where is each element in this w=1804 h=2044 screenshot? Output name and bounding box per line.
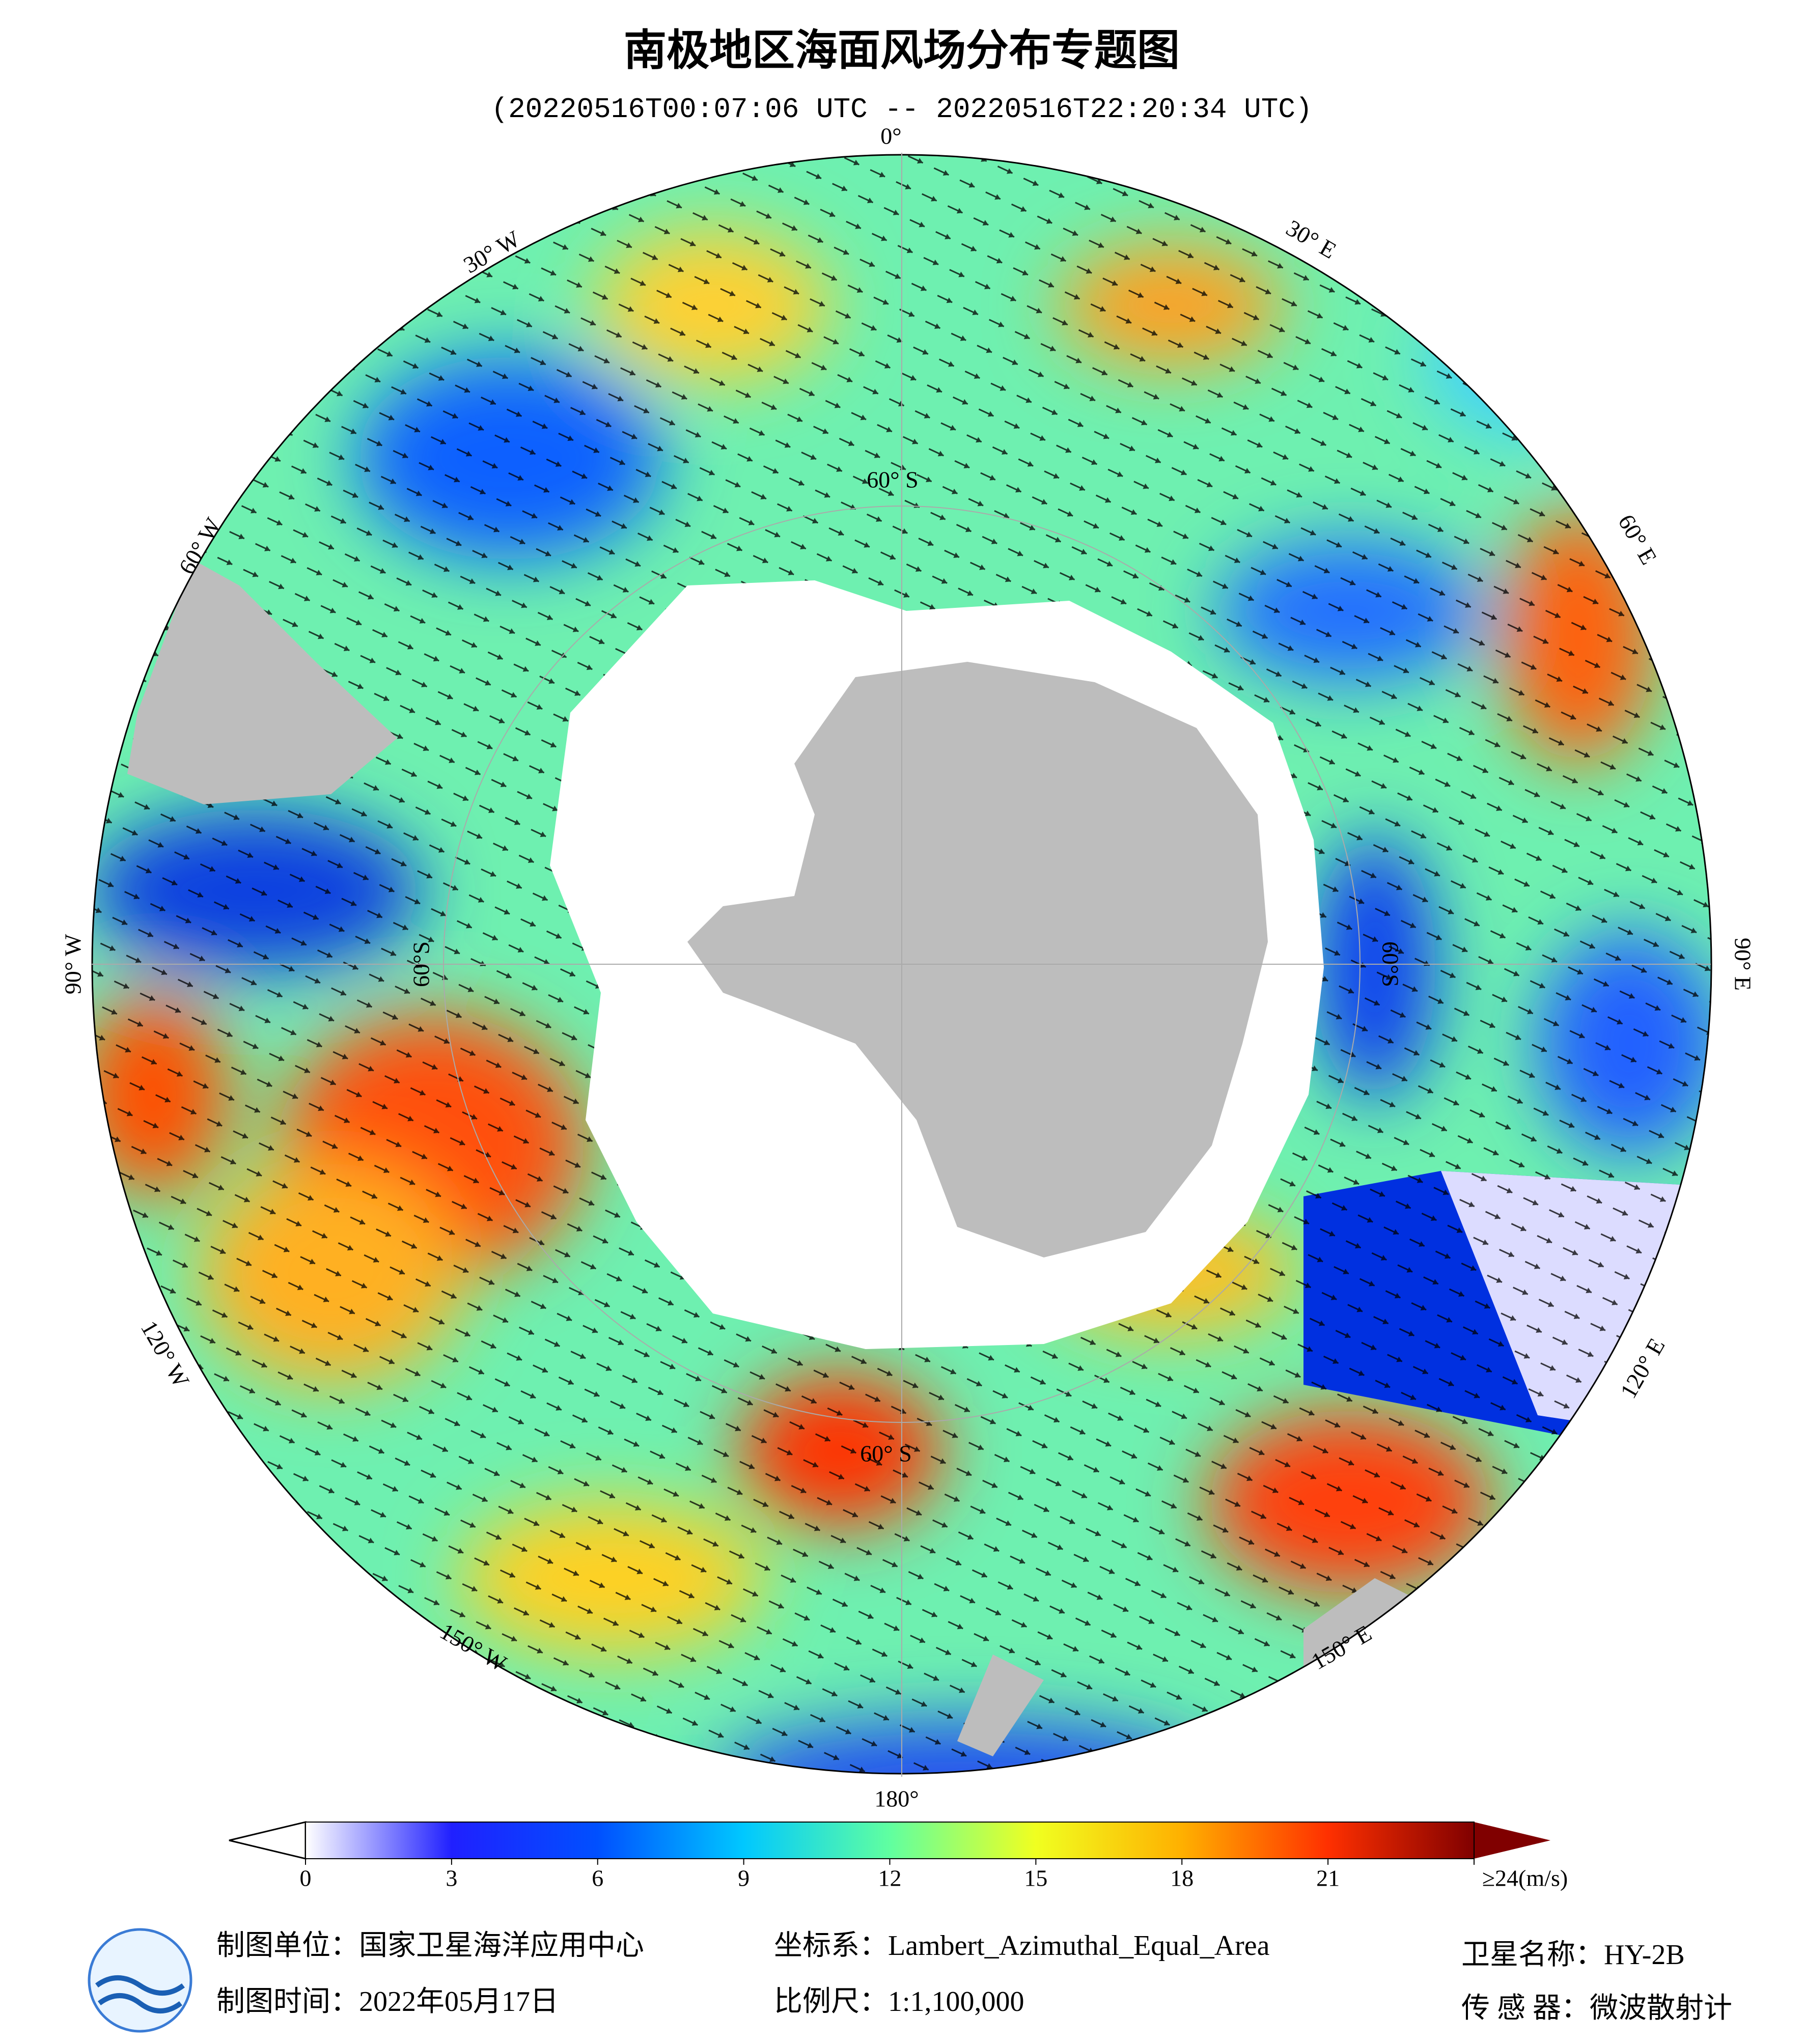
- colorbar-tick-label: 12: [878, 1865, 902, 1891]
- longitude-label: 60° E: [1613, 510, 1662, 569]
- longitude-label: 90° E: [1730, 938, 1756, 991]
- footer-sensor: 传 感 器：微波散射计: [1461, 1993, 1732, 2024]
- longitude-label: 180°: [874, 1786, 919, 1812]
- colorbar-tick-label: ≥24(m/s): [1482, 1865, 1568, 1891]
- subtitle: (20220516T00:07:06 UTC -- 20220516T22:20…: [491, 93, 1312, 126]
- south-america: [127, 560, 397, 804]
- longitude-label: 0°: [880, 123, 901, 149]
- colorbar-tick-label: 6: [592, 1865, 603, 1891]
- colorbar-tick-label: 0: [300, 1865, 312, 1891]
- longitude-label: 120° E: [1615, 1334, 1670, 1403]
- latitude-label: 60° S: [867, 467, 918, 493]
- colorbar-tick-label: 18: [1170, 1865, 1194, 1891]
- footer-projection: 坐标系：Lambert_Azimuthal_Equal_Area: [774, 1930, 1270, 1962]
- colorbar-max-arrow: [1474, 1822, 1550, 1859]
- footer-date: 制图时间：2022年05月17日: [216, 1986, 559, 2018]
- latitude-label: 60°S: [1377, 941, 1403, 987]
- longitude-label: 90° W: [60, 934, 86, 994]
- colorbar-tick-label: 15: [1024, 1865, 1047, 1891]
- latitude-label: 60° S: [860, 1441, 911, 1467]
- footer-unit: 制图单位：国家卫星海洋应用中心: [216, 1930, 644, 1962]
- colorbar-min-arrow: [229, 1821, 307, 1860]
- footer-scale: 比例尺：1:1,100,000: [774, 1986, 1024, 2018]
- graticule: [92, 153, 1711, 1777]
- colorbar-tick-label: 21: [1316, 1865, 1340, 1891]
- colorbar-tick-label: 9: [738, 1865, 750, 1891]
- footer-satellite: 卫星名称：HY-2B: [1461, 1939, 1685, 1971]
- new-zealand-south: [957, 1655, 1044, 1756]
- antarctica: [687, 662, 1268, 1257]
- logo: [88, 1928, 192, 2033]
- colorbar: [305, 1822, 1475, 1859]
- title: 南极地区海面风场分布专题图: [624, 27, 1180, 74]
- colorbar-tick-label: 3: [446, 1865, 457, 1891]
- latitude-label: 60°S: [408, 941, 434, 987]
